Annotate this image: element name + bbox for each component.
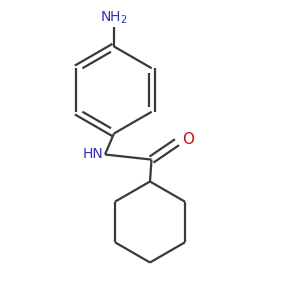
- Text: O: O: [182, 132, 194, 147]
- Text: NH$_2$: NH$_2$: [100, 9, 128, 26]
- Text: HN: HN: [83, 147, 104, 160]
